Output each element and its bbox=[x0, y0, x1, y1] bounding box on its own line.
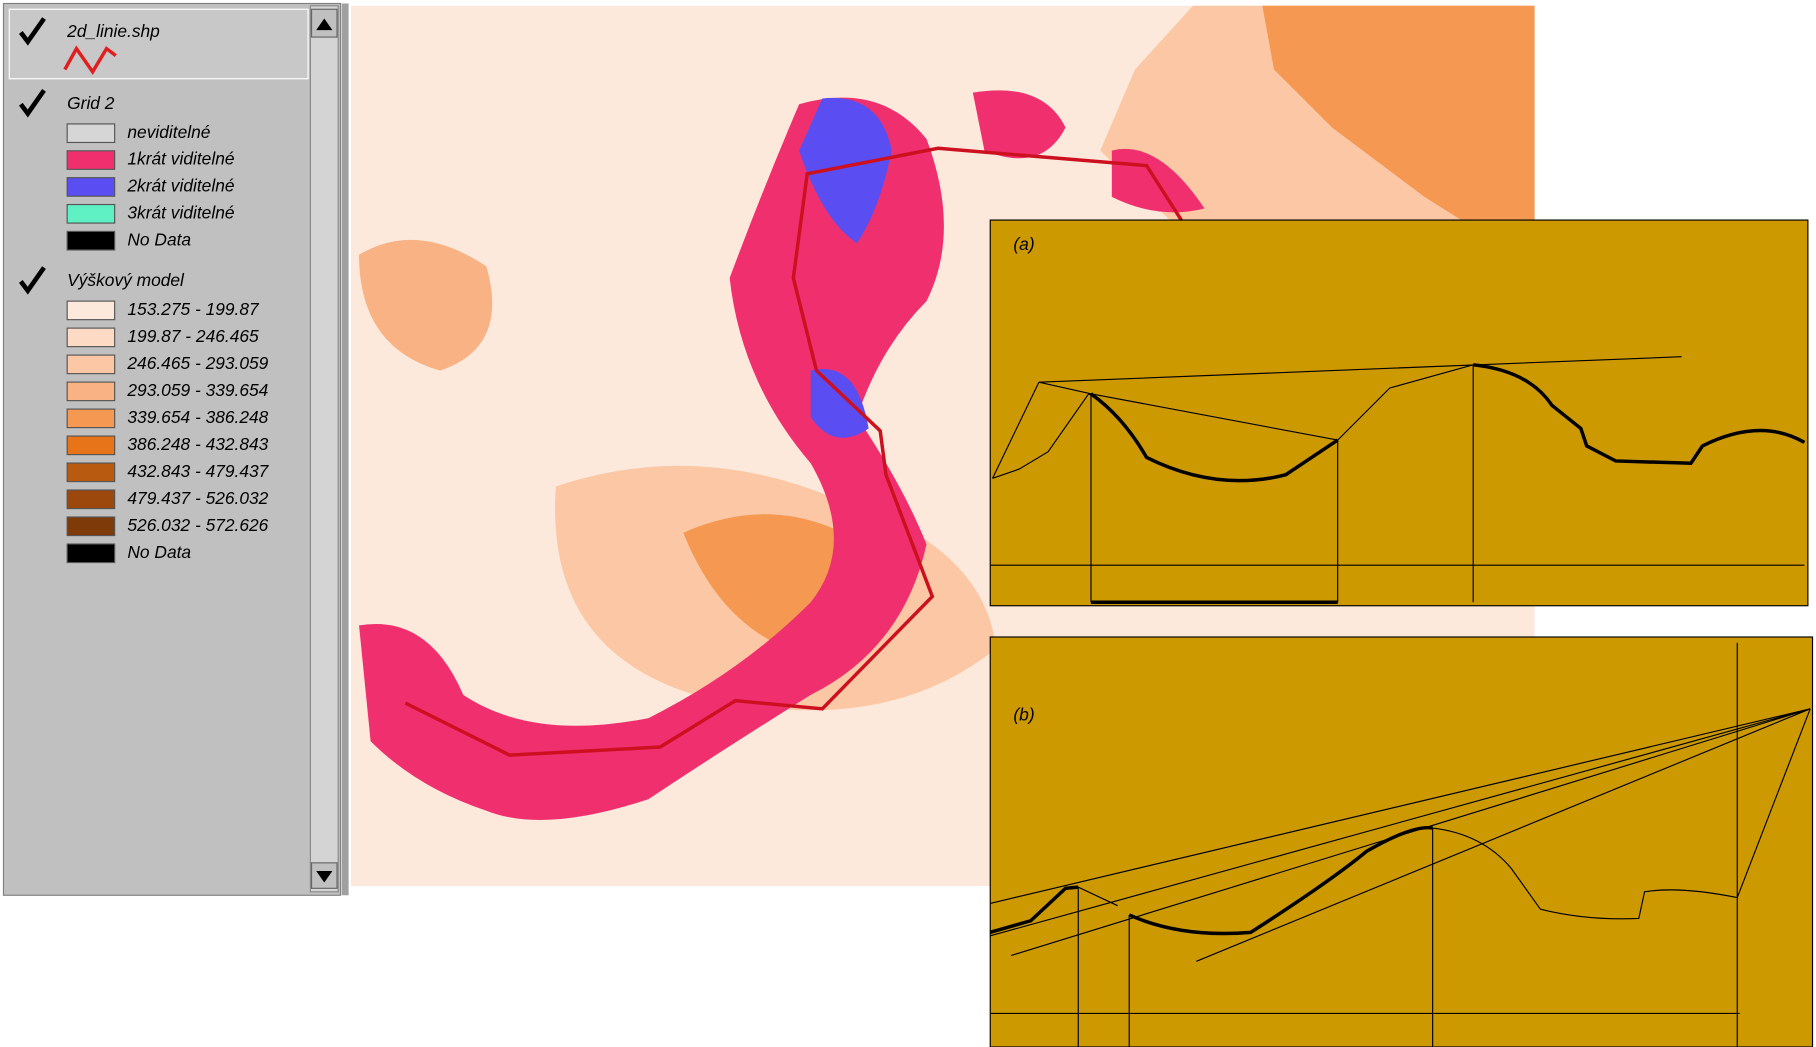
profile-a: (a) bbox=[990, 220, 1808, 606]
legend-label: 339.654 - 386.248 bbox=[127, 407, 268, 427]
profile-b: (b) bbox=[990, 637, 1812, 1047]
legend-swatch bbox=[67, 205, 114, 224]
legend-label: 246.465 - 293.059 bbox=[126, 353, 268, 373]
legend-label: No Data bbox=[127, 542, 191, 562]
panel-label: (b) bbox=[1013, 704, 1034, 724]
layer-title: 2d_linie.shp bbox=[66, 21, 160, 41]
legend-swatch bbox=[67, 151, 114, 170]
legend-swatch bbox=[67, 463, 114, 482]
legend-label: 153.275 - 199.87 bbox=[127, 299, 260, 319]
legend-label: 2krát viditelné bbox=[126, 176, 234, 196]
legend-label: 3krát viditelné bbox=[127, 202, 234, 222]
layer-title: Výškový model bbox=[67, 270, 185, 290]
legend-swatch bbox=[67, 328, 114, 347]
legend-label: 479.437 - 526.032 bbox=[127, 488, 268, 508]
legend-swatch bbox=[67, 544, 114, 563]
legend-swatch bbox=[67, 355, 114, 374]
legend-label: neviditelné bbox=[127, 122, 210, 142]
legend-label: 293.059 - 339.654 bbox=[126, 380, 268, 400]
legend-label: 432.843 - 479.437 bbox=[127, 461, 269, 481]
legend-swatch bbox=[67, 382, 114, 401]
page: 2d_linie.shp Grid 2 neviditelné 1krát vidit… bbox=[0, 0, 1816, 1047]
panel-label: (a) bbox=[1013, 234, 1034, 254]
legend-label: 199.87 - 246.465 bbox=[127, 326, 259, 346]
layer-title: Grid 2 bbox=[67, 93, 115, 113]
scrollbar[interactable] bbox=[310, 6, 338, 892]
legend-swatch bbox=[67, 301, 114, 320]
screen: 2d_linie.shp Grid 2 neviditelné 1krát vidit… bbox=[0, 0, 1816, 1047]
legend-label: No Data bbox=[127, 229, 191, 249]
legend-label: 386.248 - 432.843 bbox=[127, 434, 268, 454]
layer-selected bbox=[9, 9, 308, 78]
legend-swatch bbox=[67, 409, 114, 428]
legend-swatch bbox=[67, 124, 114, 143]
panel bbox=[990, 637, 1812, 1047]
legend-swatch bbox=[67, 436, 114, 455]
legend-swatch bbox=[67, 231, 114, 250]
legend-swatch bbox=[67, 517, 114, 536]
splitter bbox=[342, 3, 349, 895]
legend-label: 1krát viditelné bbox=[127, 149, 234, 169]
legend-swatch bbox=[67, 490, 114, 509]
legend-label: 526.032 - 572.626 bbox=[127, 515, 268, 535]
legend-swatch bbox=[67, 178, 114, 197]
